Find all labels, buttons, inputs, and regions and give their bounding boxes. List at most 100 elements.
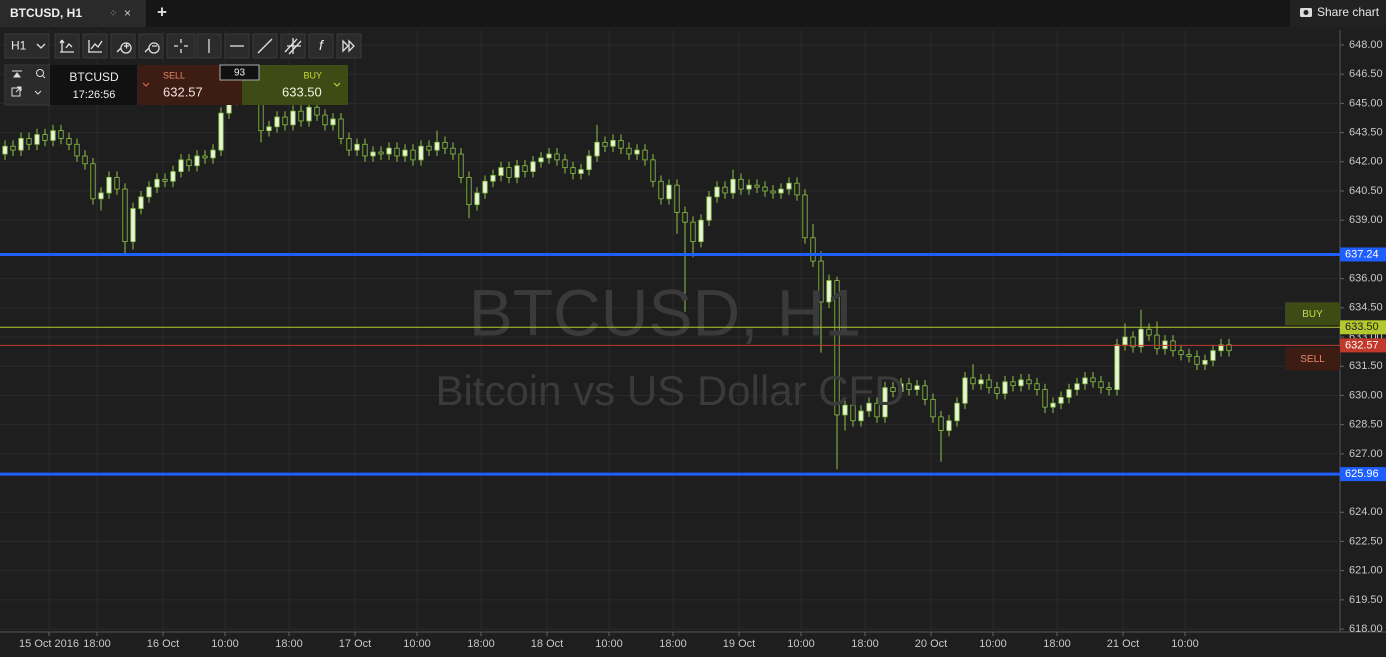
add-tab[interactable]: + [157, 2, 167, 21]
tab[interactable] [0, 0, 146, 27]
candle-body [778, 188, 784, 194]
candle-body [914, 385, 920, 391]
candle-body [818, 260, 824, 303]
candle-body [754, 184, 760, 188]
toolbar: H1 f [4, 33, 362, 59]
candle-body [282, 116, 288, 126]
candle-body [138, 196, 144, 209]
candle-body [522, 165, 528, 172]
tool-button[interactable] [82, 33, 108, 59]
candle-body [170, 171, 176, 182]
interval-button[interactable] [4, 33, 50, 59]
candle-body [178, 159, 184, 172]
candle-body [1146, 328, 1152, 336]
candle-body [322, 114, 328, 126]
candle-body [762, 186, 768, 192]
x-tick-label: 10:00 [595, 638, 623, 650]
candle-body [930, 398, 936, 418]
candle-body [634, 149, 640, 155]
tab-title: BTCUSD, H1 [10, 6, 82, 20]
pin-icon[interactable] [12, 70, 22, 78]
candle-body [1002, 381, 1008, 394]
candle-body [1202, 359, 1208, 365]
candle-body [378, 151, 384, 155]
bid-price-label: 632.57 [1345, 339, 1379, 351]
x-tick-label: 10:00 [403, 638, 431, 650]
candle-body [570, 167, 576, 174]
candle-body [418, 145, 424, 161]
buy-button[interactable] [242, 65, 348, 105]
candle-body [1026, 379, 1032, 385]
tab-layout-icon[interactable]: ⁘ [109, 9, 117, 20]
ask-tag-label: BUY [1302, 309, 1323, 320]
y-tick-label: 630.00 [1349, 389, 1383, 401]
candle-body [1050, 402, 1056, 408]
candle-body [1074, 383, 1080, 391]
candle-body [858, 410, 864, 422]
candle-body [370, 151, 376, 157]
x-tick-label: 18:00 [467, 638, 495, 650]
candle-body [906, 383, 912, 391]
candle-body [202, 155, 208, 159]
sell-dropdown[interactable] [142, 82, 150, 87]
spread-box [219, 64, 260, 81]
candle-body [194, 155, 200, 167]
candle-body [18, 138, 24, 151]
x-tick-label: 10:00 [979, 638, 1007, 650]
candle-body [1010, 381, 1016, 387]
candle-body [1122, 336, 1128, 346]
crosshair-button[interactable] [166, 33, 196, 59]
y-tick-label: 640.50 [1349, 185, 1383, 197]
tool-icon [116, 42, 132, 54]
candle-body [850, 404, 856, 422]
candle-body [162, 178, 168, 182]
y-tick-label: 628.50 [1349, 419, 1383, 431]
candle-body [682, 212, 688, 223]
candle-body [114, 176, 120, 190]
buy-label: BUY [303, 70, 322, 80]
candle-body [834, 280, 840, 416]
candle-body [714, 186, 720, 198]
x-tick-label: 18:00 [83, 638, 111, 650]
y-tick-label: 621.00 [1349, 565, 1383, 577]
buy-dropdown[interactable] [333, 82, 341, 87]
search-icon[interactable] [36, 69, 44, 77]
popout-icon[interactable] [11, 86, 22, 97]
watermark-subtitle: Bitcoin vs US Dollar CFD [435, 367, 904, 414]
candle-body [890, 387, 896, 392]
share-label: Share chart [1317, 5, 1380, 19]
candle-body [1106, 387, 1112, 391]
tool-icon [284, 38, 302, 55]
candle-body [98, 192, 104, 200]
candle-body [978, 379, 984, 385]
candle-body [1042, 389, 1048, 408]
tool-icon [59, 39, 74, 53]
expand-icon[interactable] [34, 90, 42, 95]
candle-body [10, 145, 16, 151]
y-tick-label: 648.00 [1349, 39, 1383, 51]
y-tick-label: 624.00 [1349, 506, 1383, 518]
tab-close[interactable]: × [124, 6, 131, 20]
candle-body [306, 106, 312, 122]
candle-body [1194, 356, 1200, 365]
quote-icons [4, 64, 51, 106]
indicator-button[interactable] [308, 33, 334, 59]
tab-bar [0, 0, 1386, 27]
watermark-title: BTCUSD, H1 [469, 275, 861, 349]
candle-body [474, 192, 480, 206]
zoom-out-button[interactable] [138, 33, 164, 59]
candle-body [498, 167, 504, 176]
candle-body [1090, 377, 1096, 383]
candle-body [90, 163, 96, 200]
sell-price: 632.57 [163, 84, 203, 99]
candle-body [1034, 383, 1040, 391]
candle-body [106, 176, 112, 194]
candle-body [618, 139, 624, 149]
candle-body [554, 153, 560, 161]
candle-body [490, 175, 496, 182]
candle-body [882, 387, 888, 418]
tool-icon [144, 42, 160, 54]
candle-body [290, 110, 296, 126]
zoom-in-button[interactable] [110, 33, 136, 59]
y-tick-label: 634.50 [1349, 302, 1383, 314]
